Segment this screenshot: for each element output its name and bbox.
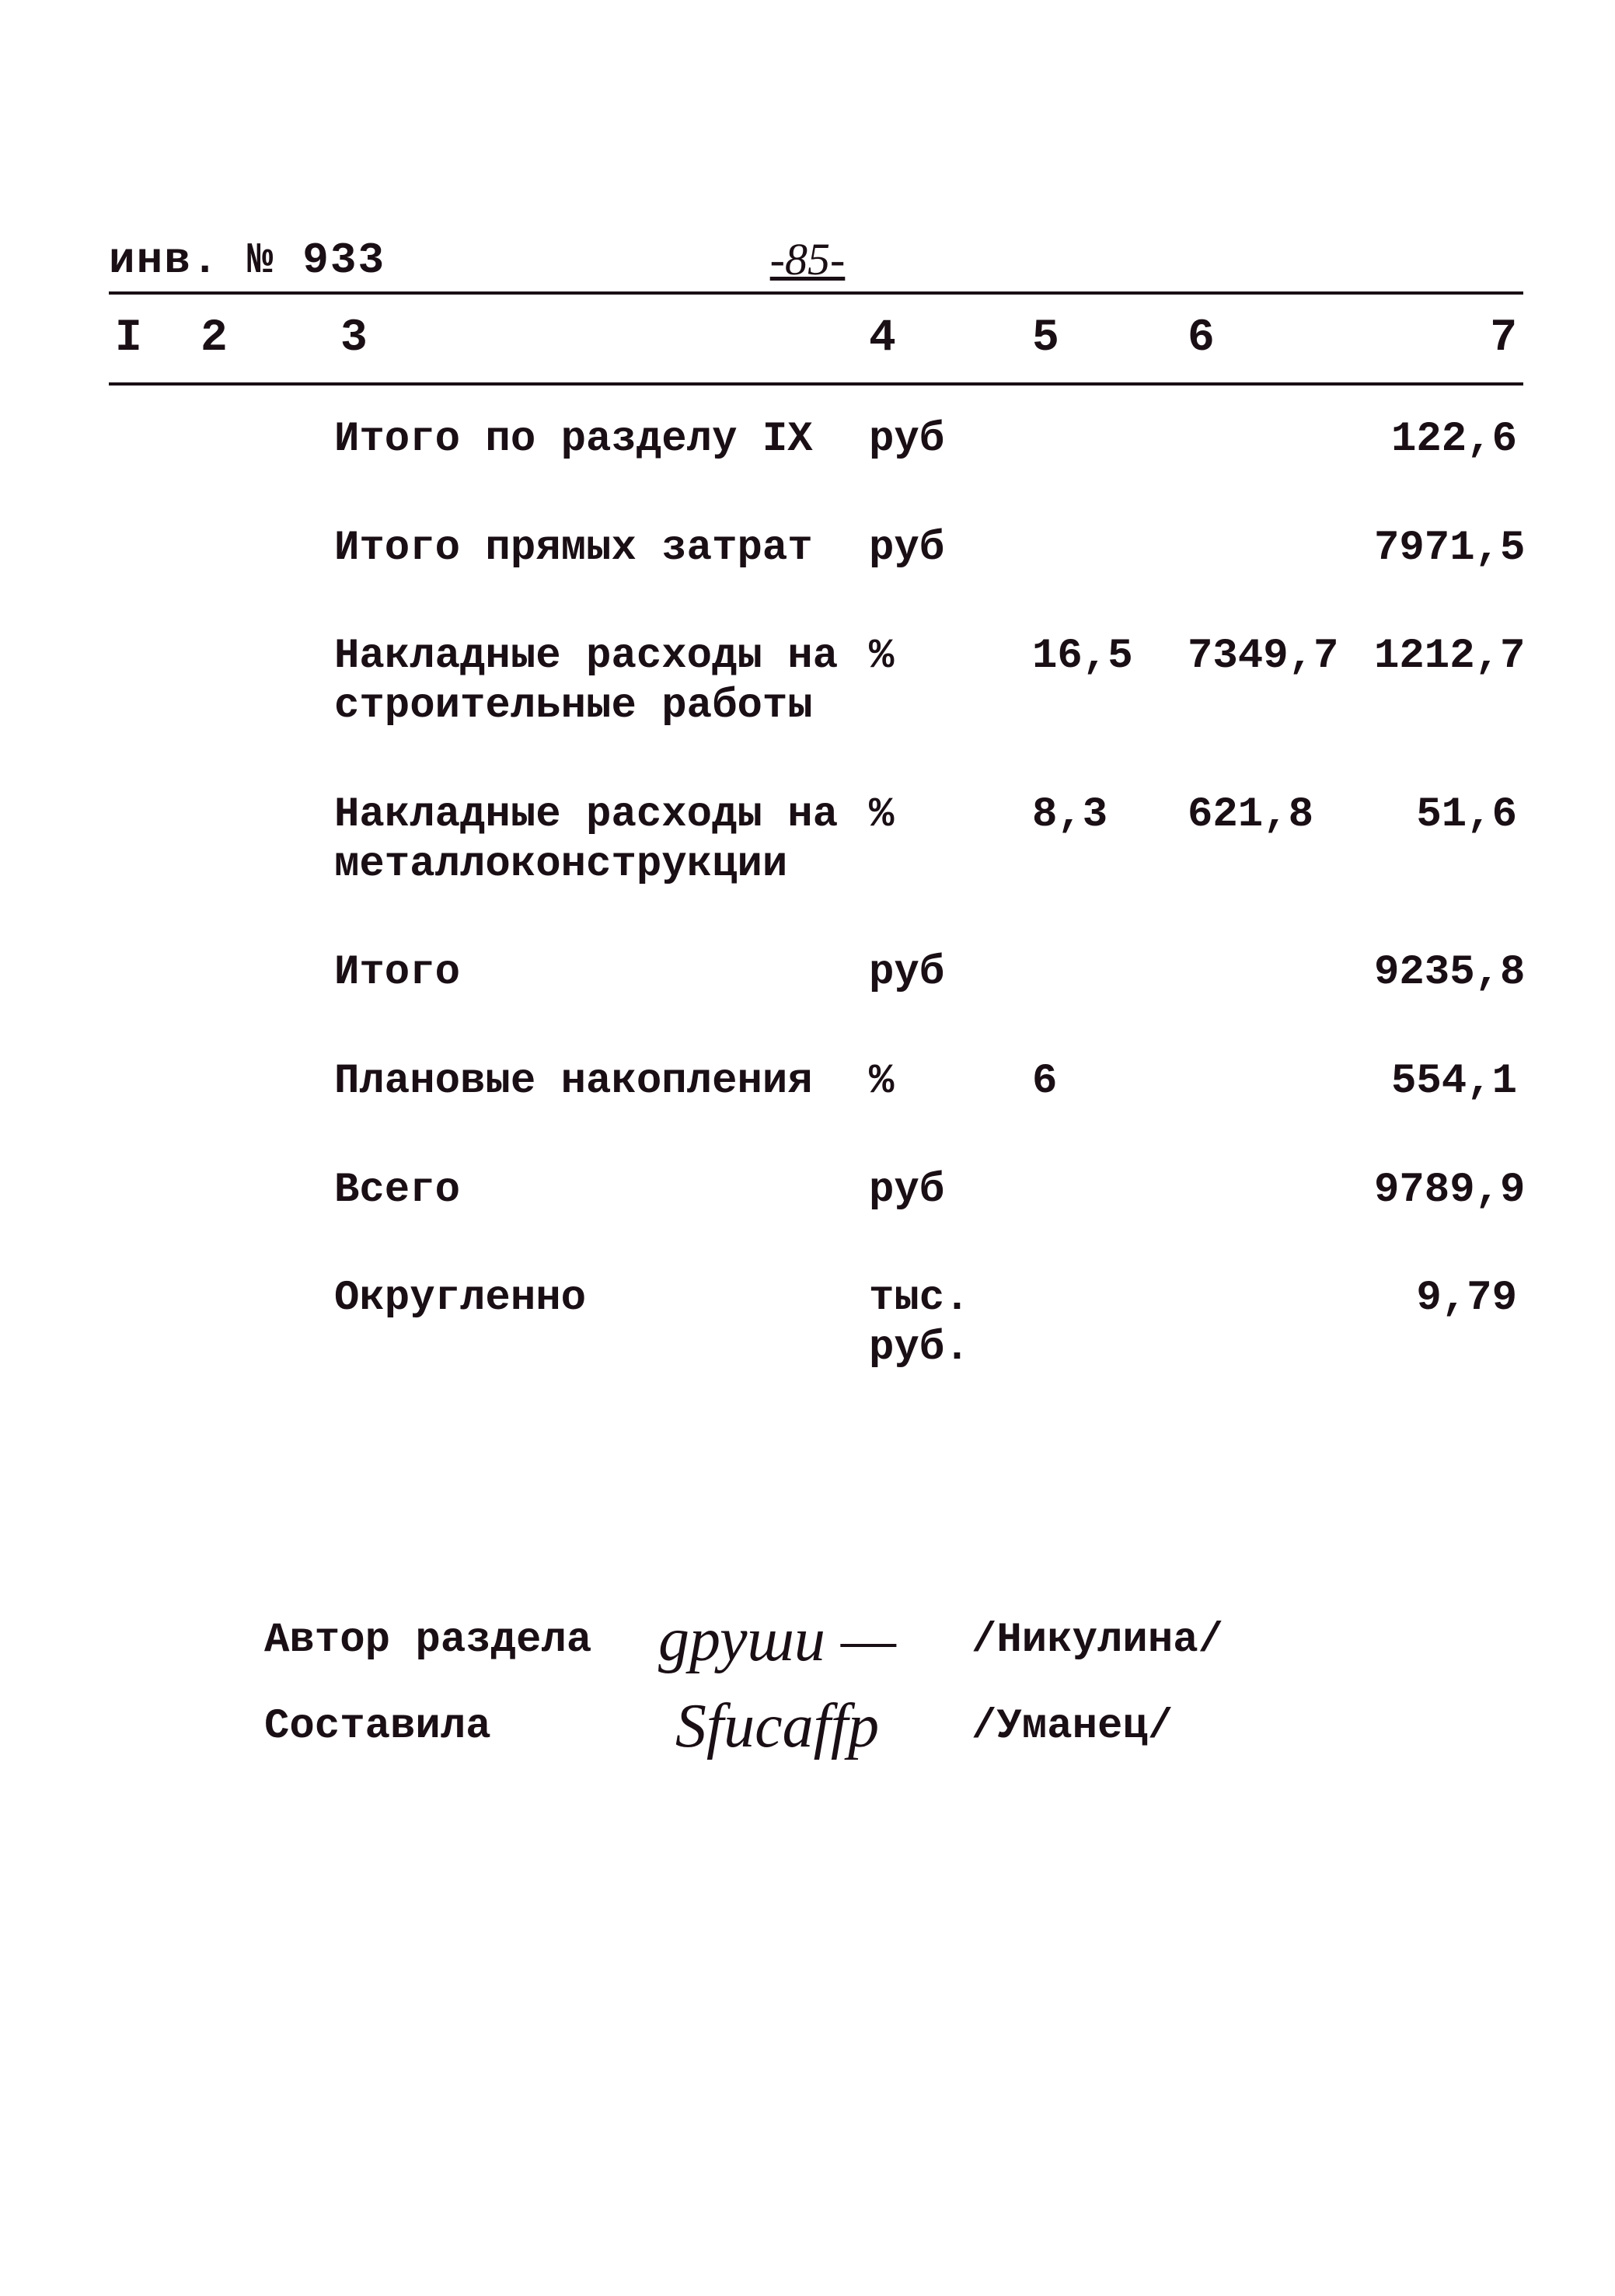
cell-description: Плановые накопления [334,1028,863,1136]
cell-1 [109,1028,194,1136]
cell-value: 9235,8 [1368,919,1523,1028]
author-name: /Никулина/ [971,1617,1223,1664]
cell-value: 9789,9 [1368,1136,1523,1245]
cell-description: Итого [334,919,863,1028]
compiled-name: /Уманец/ [971,1703,1173,1750]
cell-1 [109,494,194,603]
col-header-5: 5 [1026,293,1181,384]
cell-2 [194,1244,334,1402]
signature-row-author: Автор раздела gруши — /Никулина/ [264,1605,1506,1676]
cell-1 [109,919,194,1028]
cell-5 [1026,494,1181,603]
cell-1 [109,761,194,919]
table-header-row: I 2 3 4 5 6 7 [109,293,1523,384]
cell-2 [194,494,334,603]
cell-2 [194,1028,334,1136]
col-header-1: I [109,293,194,384]
table-row: Итогоруб 9235,8 [109,919,1523,1028]
cell-unit: руб [863,1136,1026,1245]
cell-2 [194,919,334,1028]
cell-unit: % [863,1028,1026,1136]
cell-6: 621,8 [1181,761,1368,919]
cell-description: Округленно [334,1244,863,1402]
table-row: Плановые накопления%6 554,1 [109,1028,1523,1136]
cell-2 [194,384,334,494]
signature-row-compiled: Составила Sfucаffр /Уманец/ [264,1691,1506,1762]
table-body: Итого по разделу IXруб122,6Итого прямых … [109,384,1523,1403]
cell-unit: руб [863,494,1026,603]
cell-5 [1026,919,1181,1028]
cell-1 [109,1244,194,1402]
col-header-7: 7 [1368,293,1523,384]
table-row: Всегоруб 9789,9 [109,1136,1523,1245]
cell-value: 122,6 [1368,384,1523,494]
cell-5: 6 [1026,1028,1181,1136]
table-row: Накладные расходы настроительные работы%… [109,602,1523,760]
cell-6 [1181,494,1368,603]
inventory-number: инв. № 933 [109,236,435,285]
cell-6 [1181,384,1368,494]
cell-value: 1212,7 [1368,602,1523,760]
col-header-6: 6 [1181,293,1368,384]
signatures-block: Автор раздела gруши — /Никулина/ Состави… [264,1605,1506,1762]
cell-unit: руб [863,919,1026,1028]
page-header: инв. № 933 -85- [109,233,1506,291]
table-row: Накладные расходы наметаллоконструкции%8… [109,761,1523,919]
cell-value: 51,6 [1368,761,1523,919]
cell-description: Всего [334,1136,863,1245]
cell-6 [1181,1136,1368,1245]
cell-description: Итого прямых затрат [334,494,863,603]
cell-unit: % [863,761,1026,919]
cell-description: Накладные расходы наметаллоконструкции [334,761,863,919]
page-number: -85- [435,233,1180,285]
author-signature: gруши — [606,1605,948,1676]
cell-6 [1181,919,1368,1028]
cell-value: 554,1 [1368,1028,1523,1136]
cell-5 [1026,384,1181,494]
col-header-3: 3 [334,293,863,384]
table-row: Округленнотыс.руб. 9,79 [109,1244,1523,1402]
cell-unit: % [863,602,1026,760]
cell-unit: тыс.руб. [863,1244,1026,1402]
cell-5: 16,5 [1026,602,1181,760]
cell-5 [1026,1136,1181,1245]
cell-2 [194,761,334,919]
cell-1 [109,602,194,760]
cell-6 [1181,1028,1368,1136]
document-page: инв. № 933 -85- I 2 3 4 5 6 7 Итого по р… [0,0,1615,2296]
col-header-4: 4 [863,293,1026,384]
table-row: Итого прямых затратруб 7971,5 [109,494,1523,603]
cell-1 [109,1136,194,1245]
cell-6: 7349,7 [1181,602,1368,760]
cost-table: I 2 3 4 5 6 7 Итого по разделу IXруб122,… [109,291,1523,1403]
compiled-signature: Sfucаffр [606,1691,948,1762]
cell-value: 7971,5 [1368,494,1523,603]
cell-5: 8,3 [1026,761,1181,919]
cell-1 [109,384,194,494]
cell-5 [1026,1244,1181,1402]
cell-value: 9,79 [1368,1244,1523,1402]
compiled-label: Составила [264,1703,606,1750]
col-header-2: 2 [194,293,334,384]
table-row: Итого по разделу IXруб 122,6 [109,384,1523,494]
cell-2 [194,1136,334,1245]
cell-description: Накладные расходы настроительные работы [334,602,863,760]
cell-description: Итого по разделу IX [334,384,863,494]
cell-6 [1181,1244,1368,1402]
cell-unit: руб [863,384,1026,494]
cell-2 [194,602,334,760]
author-label: Автор раздела [264,1617,606,1664]
